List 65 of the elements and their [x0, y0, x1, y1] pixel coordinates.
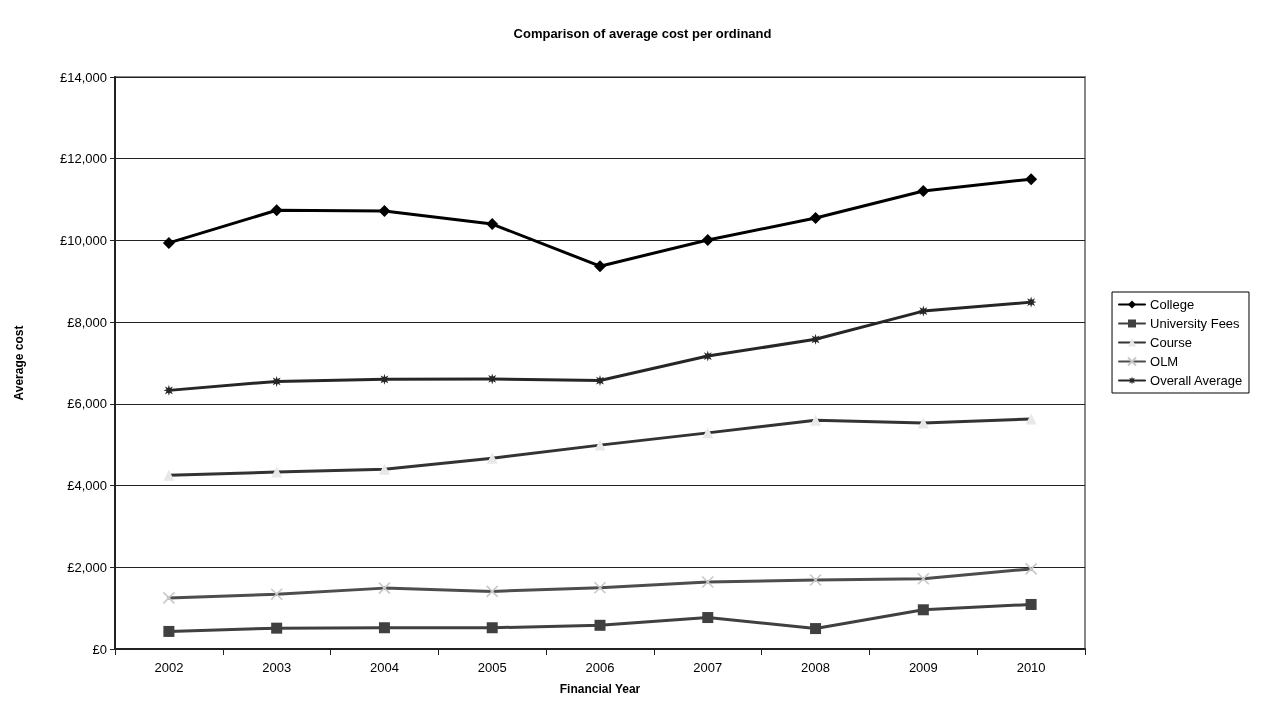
point [810, 623, 822, 635]
y-tick-label: £0 [92, 641, 107, 657]
point [378, 205, 391, 218]
legend-label: College [1150, 297, 1195, 312]
legend-label: Overall Average [1150, 373, 1243, 388]
point [701, 234, 714, 247]
point [702, 427, 714, 439]
x-tick-label: 2009 [908, 660, 938, 675]
point [917, 184, 930, 197]
point [485, 585, 499, 598]
point [271, 466, 283, 478]
y-tick-label: £14,000 [60, 69, 107, 85]
point [378, 622, 390, 634]
point [701, 575, 715, 589]
legend-label: University Fees [1150, 316, 1241, 331]
x-tick-label: 2005 [477, 660, 507, 675]
x-tick-label: 2007 [693, 660, 723, 675]
point [1024, 562, 1038, 576]
point [271, 622, 283, 634]
point [378, 581, 391, 595]
point [917, 604, 929, 616]
point [270, 204, 283, 217]
point [162, 591, 176, 605]
y-tick-label: £10,000 [60, 232, 107, 248]
point [486, 452, 498, 464]
point [163, 469, 175, 481]
point [1025, 413, 1037, 425]
x-tick-label: 2006 [585, 660, 615, 675]
point [810, 414, 822, 426]
y-tick-label: £6,000 [67, 396, 107, 412]
point [163, 625, 175, 637]
point [810, 333, 822, 345]
chart-title: Comparison of average cost per ordinand [513, 26, 772, 41]
point [593, 581, 607, 595]
y-tick-label: £8,000 [67, 314, 107, 330]
point [809, 211, 822, 224]
point [917, 305, 929, 317]
x-tick-label: 2004 [369, 660, 399, 675]
legend-label: OLM [1150, 354, 1179, 369]
x-axis-title: Financial Year [559, 682, 641, 696]
point [594, 260, 606, 273]
point [1025, 598, 1037, 610]
legend-label: Course [1150, 335, 1192, 350]
y-tick-label: £4,000 [67, 478, 107, 494]
x-tick-label: 2003 [262, 660, 292, 675]
point [917, 572, 930, 586]
point [486, 622, 498, 634]
y-tick-label: £2,000 [67, 559, 107, 575]
point [917, 417, 929, 429]
point [1025, 296, 1037, 308]
point [486, 218, 499, 231]
point [378, 463, 390, 475]
point [594, 619, 606, 631]
y-tick-label: £12,000 [60, 151, 107, 167]
point [162, 236, 175, 249]
y-axis-title: Average cost [12, 325, 26, 401]
point [809, 573, 822, 587]
point [1025, 173, 1038, 186]
point [702, 612, 714, 624]
point [270, 587, 283, 601]
x-tick-label: 2008 [801, 660, 831, 675]
x-tick-label: 2010 [1016, 660, 1046, 675]
point [594, 439, 606, 451]
x-tick-label: 2002 [154, 660, 184, 675]
point [702, 350, 714, 362]
